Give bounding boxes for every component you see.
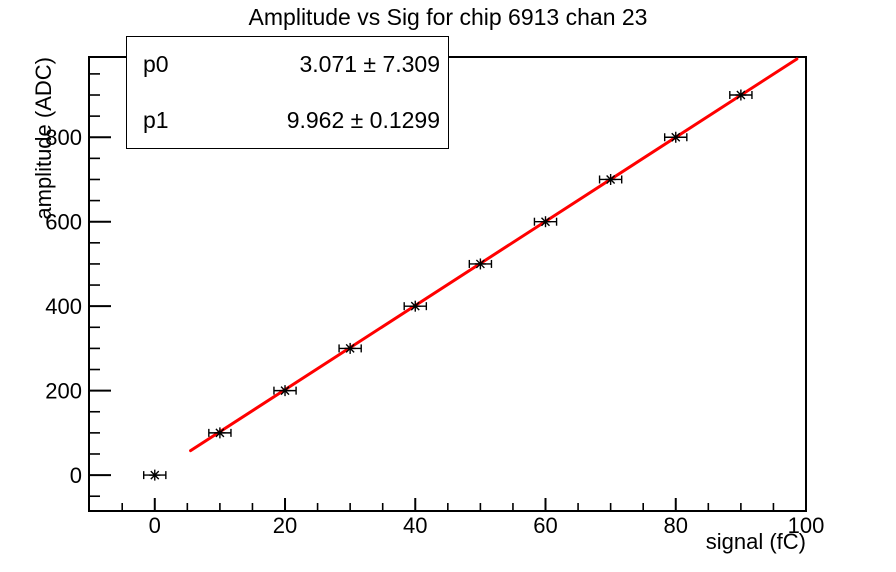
fit-line[interactable] bbox=[189, 57, 799, 453]
stats-param-name-p1: p1 bbox=[143, 106, 169, 133]
x-tick-label: 100 bbox=[788, 513, 825, 538]
fit-stats-box[interactable]: p0 3.071 ± 7.309 p1 9.962 ± 0.1299 bbox=[126, 36, 449, 149]
y-axis-ticks bbox=[89, 73, 111, 498]
x-tick-label: 80 bbox=[664, 513, 688, 538]
x-tick-label: 0 bbox=[149, 513, 161, 538]
y-axis-title: amplitude (ADC) bbox=[31, 57, 56, 220]
y-tick-label: 800 bbox=[45, 125, 82, 150]
stats-param-name-p0: p0 bbox=[143, 51, 169, 78]
stats-param-value-p1: 9.962 ± 0.1299 bbox=[286, 106, 440, 133]
y-axis-tick-labels: 0 200 400 600 800 bbox=[45, 125, 82, 488]
x-axis-tick-labels: 0 20 40 60 80 100 bbox=[149, 513, 825, 538]
stats-row-p0: p0 3.071 ± 7.309 bbox=[127, 51, 448, 78]
data-point[interactable] bbox=[403, 300, 428, 312]
data-series bbox=[143, 89, 753, 481]
data-point[interactable] bbox=[729, 89, 753, 101]
x-axis-title: signal (fC) bbox=[705, 529, 806, 554]
data-point[interactable] bbox=[338, 342, 362, 354]
data-point[interactable] bbox=[273, 385, 297, 397]
data-point[interactable] bbox=[533, 216, 558, 228]
y-tick-label: 400 bbox=[45, 294, 82, 319]
x-axis-ticks bbox=[121, 498, 807, 511]
y-tick-label: 0 bbox=[70, 463, 82, 488]
x-tick-label: 20 bbox=[273, 513, 297, 538]
stats-param-value-p0: 3.071 ± 7.309 bbox=[299, 51, 440, 78]
data-point[interactable] bbox=[468, 258, 493, 270]
data-point[interactable] bbox=[598, 173, 623, 185]
stats-row-p1: p1 9.962 ± 0.1299 bbox=[127, 107, 448, 134]
data-point[interactable] bbox=[143, 469, 167, 481]
y-tick-label: 600 bbox=[45, 210, 82, 235]
y-tick-label: 200 bbox=[45, 379, 82, 404]
plot-title: Amplitude vs Sig for chip 6913 chan 23 bbox=[248, 4, 648, 30]
data-point[interactable] bbox=[208, 427, 232, 439]
data-point[interactable] bbox=[663, 131, 688, 143]
x-tick-label: 60 bbox=[533, 513, 557, 538]
x-tick-label: 40 bbox=[403, 513, 427, 538]
